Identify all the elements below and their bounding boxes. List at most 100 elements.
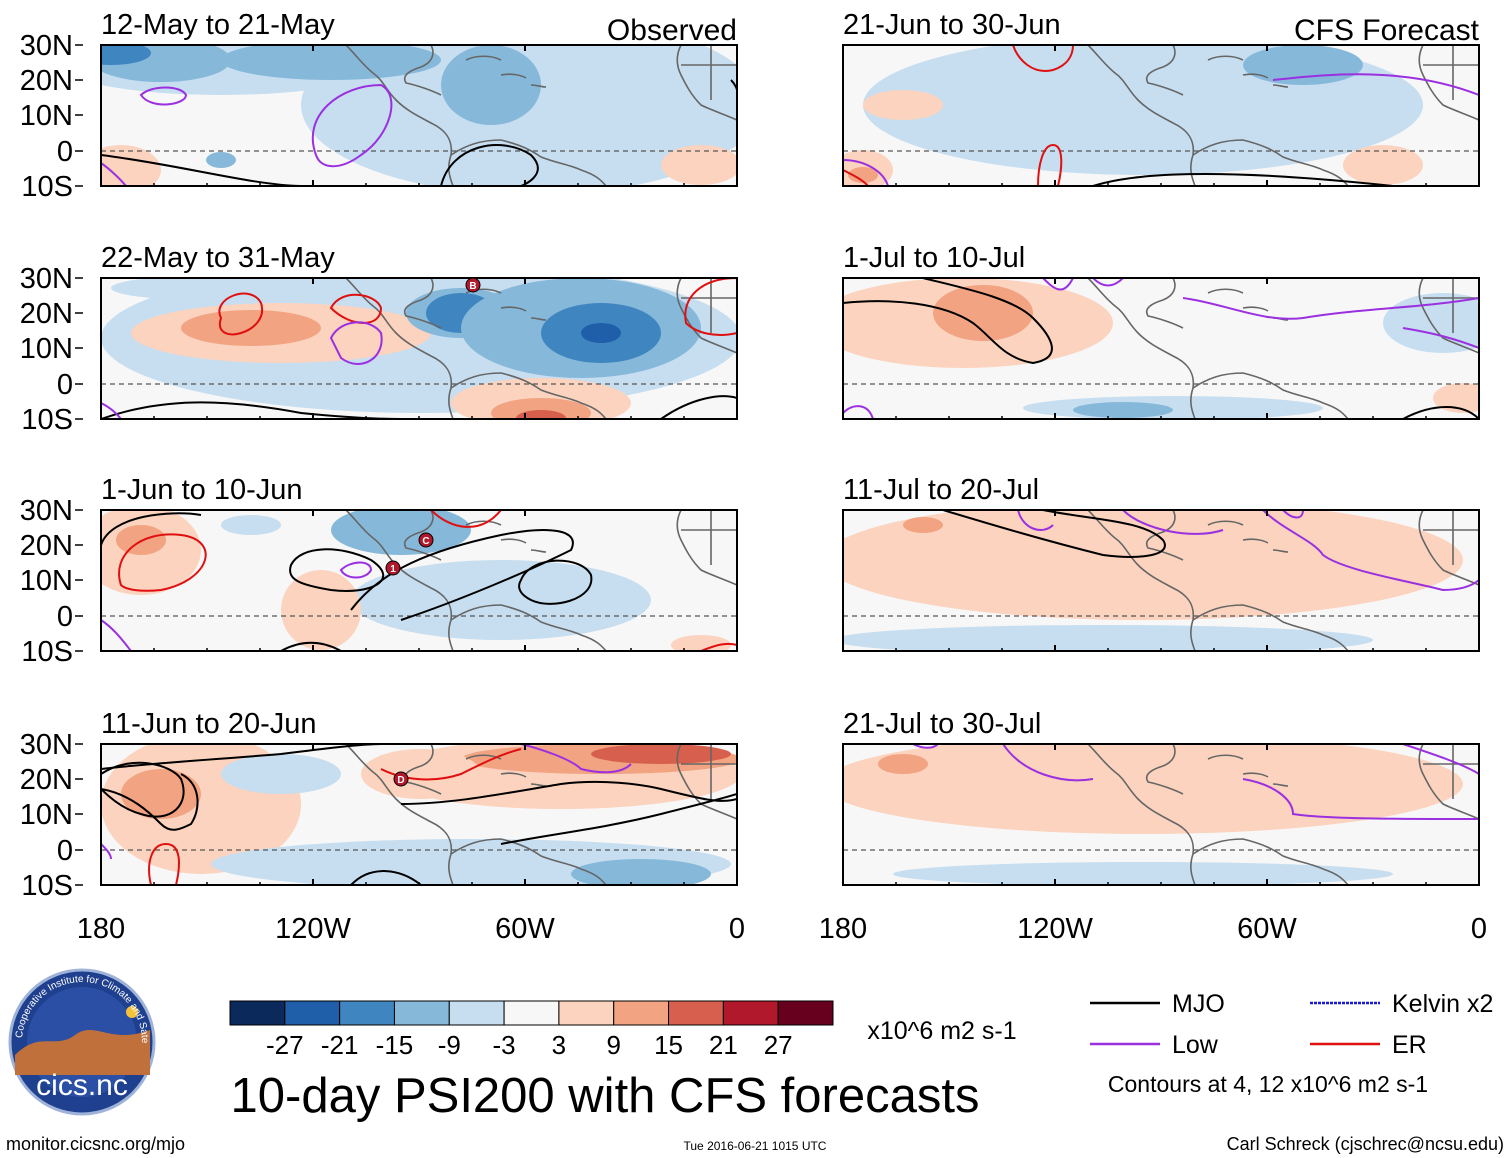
coastline: [1192, 604, 1349, 651]
storm-marker: 1: [385, 560, 401, 576]
psi-anomaly-shading: [671, 635, 731, 651]
wave-contour: [1402, 327, 1479, 349]
coastline: [676, 278, 737, 354]
wave-contour: [329, 321, 383, 365]
colorbar-label: 9: [606, 1030, 620, 1060]
psi-anomaly-shading: [848, 167, 878, 183]
x-tick-label: 0: [729, 913, 745, 945]
coastline: [1145, 510, 1184, 561]
wave-contour: [101, 744, 382, 770]
wave-contour: [311, 83, 393, 168]
colorbar-label: -3: [493, 1030, 516, 1060]
y-tick-label: 20N: [20, 530, 73, 562]
author-credit: Carl Schreck (cjschrec@ncsu.edu): [1227, 1134, 1504, 1154]
psi-anomaly-shading: [1433, 383, 1479, 413]
colorbar-label: -9: [438, 1030, 461, 1060]
wave-contour: [148, 842, 180, 885]
psi-anomaly-shading: [221, 754, 341, 794]
y-tick-label: 10N: [20, 333, 73, 365]
storm-marker: C: [418, 532, 434, 548]
coastline: [1418, 45, 1479, 121]
wave-contour: [1182, 297, 1479, 320]
colorbar-swatch: [777, 1000, 834, 1026]
y-tick-label: 10S: [21, 870, 73, 902]
forecast-header: CFS Forecast: [1294, 14, 1480, 47]
coastline: [450, 139, 607, 186]
wave-contour: [339, 561, 373, 579]
x-tick-label: 60W: [495, 913, 555, 945]
colorbar-swatch: [558, 1000, 615, 1026]
coastline: [465, 520, 547, 553]
panel-period-label: 22-May to 31-May: [101, 242, 335, 274]
wave-contour: [101, 154, 302, 186]
psi-anomaly-shading: [933, 285, 1033, 341]
sun-icon: [126, 1006, 138, 1018]
units-label: x10^6 m2 s-1: [867, 1017, 1016, 1045]
wave-contour: [1282, 510, 1304, 519]
storm-marker-label: D: [397, 775, 404, 786]
coastline: [681, 744, 737, 799]
psi-anomaly-shading: [1073, 402, 1173, 418]
wave-contour: [101, 761, 185, 818]
coastline: [403, 45, 442, 96]
wave-contour: [1122, 510, 1224, 535]
colorbar-label: 3: [552, 1030, 566, 1060]
psi-anomaly-shading: [221, 515, 281, 535]
wave-contour: [430, 510, 502, 528]
y-tick-label: 20N: [20, 298, 73, 330]
legend: MJO Kelvin x2 Low ER: [1090, 990, 1493, 1059]
psi-anomaly-shading: [581, 323, 621, 343]
colorbar-swatch: [284, 1000, 341, 1026]
colorbar-label: 21: [709, 1030, 738, 1060]
psi-anomaly-shading: [863, 90, 943, 120]
wave-contour: [518, 559, 593, 605]
coastline: [1207, 520, 1289, 553]
coastline: [1145, 45, 1184, 96]
wave-contour: [1092, 173, 1394, 186]
wave-contour: [101, 773, 199, 831]
wave-contour: [843, 169, 869, 186]
coastline: [1423, 278, 1479, 333]
colorbar: -27 -21 -15 -9 -3 3 9 15 21 27: [229, 1000, 834, 1060]
logo-mountains: [15, 1030, 150, 1075]
panel-period-label: 1-Jun to 10-Jun: [101, 474, 303, 506]
wave-contour: [1402, 406, 1479, 419]
map-panel: 1-Jul to 10-Jul: [842, 242, 1480, 420]
psi-anomaly-shading: [1243, 45, 1363, 85]
map-panel: 21-Jul to 30-Jul: [842, 708, 1480, 886]
wave-contour: [329, 293, 383, 324]
legend-label: MJO: [1172, 990, 1225, 1018]
colorbar-swatch: [339, 1000, 395, 1026]
psi-anomaly-shading: [878, 754, 928, 774]
y-tick-label: 30N: [20, 263, 73, 295]
coastline: [1207, 754, 1289, 787]
y-tick-label: 10N: [20, 565, 73, 597]
colorbar-label: -21: [321, 1030, 359, 1060]
coastline: [465, 288, 547, 321]
psi-anomaly-shading: [331, 510, 471, 555]
psi-anomaly-shading: [661, 145, 737, 185]
colorbar-swatch: [613, 1000, 670, 1026]
wave-contour: [440, 144, 539, 186]
wave-contour: [500, 793, 737, 845]
psi-anomaly-shading: [221, 45, 441, 80]
coastline: [1423, 744, 1479, 799]
psi-anomaly-shading: [441, 45, 541, 125]
coastline: [1418, 744, 1479, 820]
panel-period-label: 1-Jul to 10-Jul: [843, 242, 1025, 274]
coastline: [345, 744, 454, 885]
figure-title: 10-day PSI200 with CFS forecasts: [231, 1069, 980, 1123]
wave-contour: [700, 642, 737, 651]
psi-anomaly-shading: [101, 45, 151, 65]
storm-marker-label: C: [422, 536, 429, 547]
coastline: [1087, 278, 1196, 419]
wave-contour: [101, 843, 112, 860]
y-tick-label: 30N: [20, 729, 73, 761]
psi-anomaly-shading: [591, 744, 731, 764]
y-tick-label: 20N: [20, 65, 73, 97]
